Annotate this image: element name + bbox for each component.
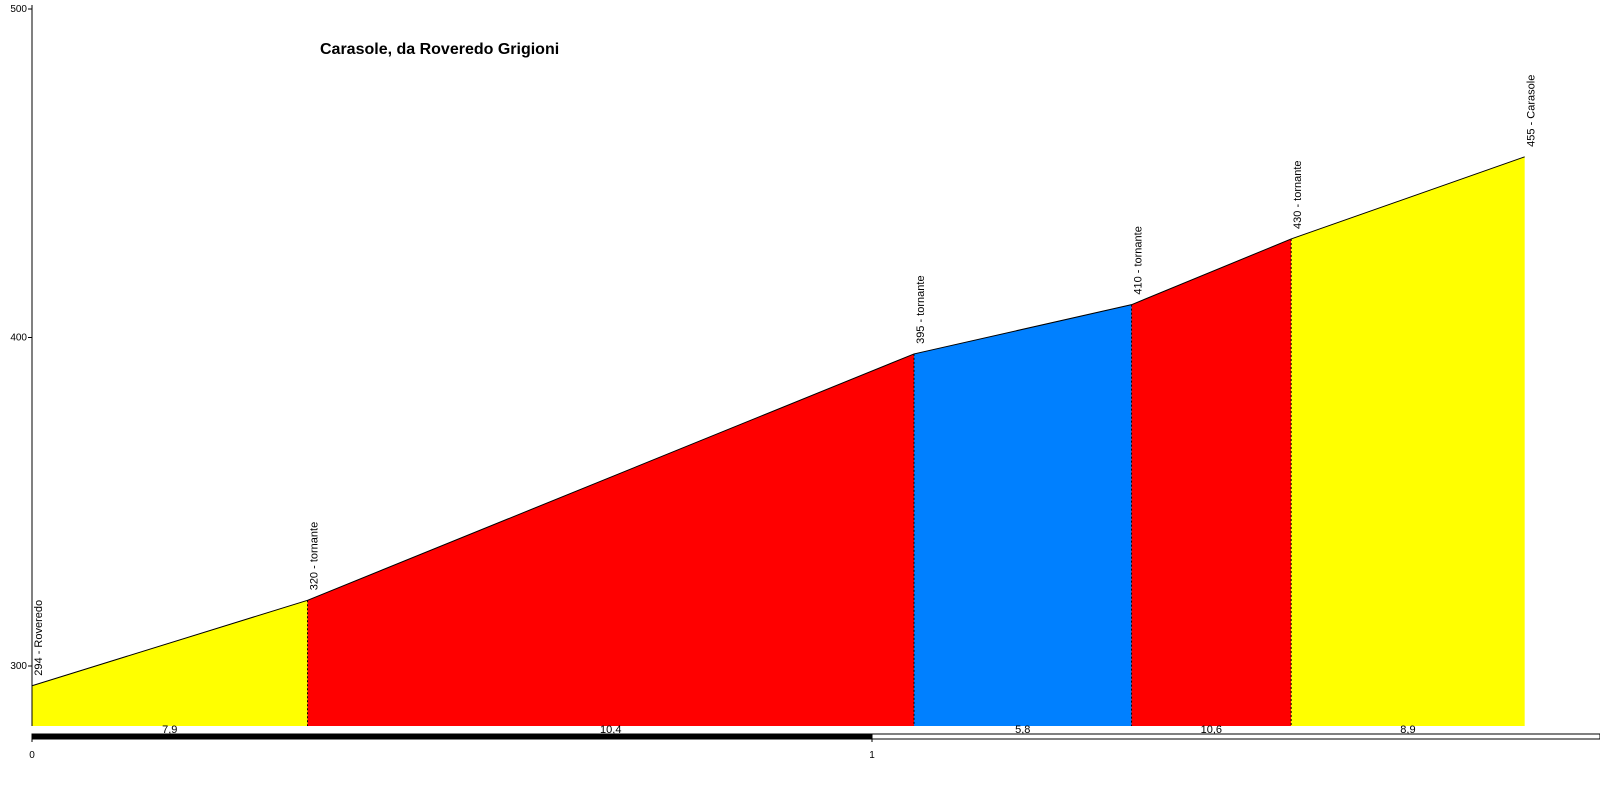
x-tick-label-1: 1 [869,750,875,761]
profile-line-group [31,156,1525,687]
gradient-label-1: 7,9 [162,724,177,736]
gradient-labels: 7,9 10,4 5,8 10,6 8,9 [162,724,1415,736]
chart-title: Carasole, da Roveredo Grigioni [320,41,559,58]
point-label-6: 455 - Carasole [1526,75,1538,147]
segment-area-2 [307,353,914,726]
segment-areas [32,156,1525,726]
distance-bar-km-0 [31,733,873,740]
gradient-label-4: 10,6 [1201,724,1222,736]
point-label-2: 320 - tornante [309,522,321,591]
y-tick-label-500: 500 [10,4,27,15]
point-label-3: 395 - tornante [915,275,927,344]
gradient-label-2: 10,4 [600,724,621,736]
gradient-label-3: 5,8 [1015,724,1030,736]
point-label-4: 410 - tornante [1133,226,1145,295]
point-label-5: 430 - tornante [1292,160,1304,229]
gradient-label-5: 8,9 [1400,724,1415,736]
axes: 300 400 500 0 1 [10,4,1600,761]
point-labels: 294 - Roveredo 320 - tornante 395 - tornan… [33,75,1538,676]
y-tick-label-300: 300 [10,661,27,672]
profile-line [31,156,1525,687]
point-label-1: 294 - Roveredo [33,600,45,676]
segment-area-4 [1131,238,1292,726]
segment-area-3 [914,304,1132,726]
x-tick-label-0: 0 [29,750,35,761]
distance-bar-km-1 [871,733,1600,740]
segment-dividers [307,238,1292,726]
y-tick-label-400: 400 [10,333,27,344]
segment-area-1 [32,600,308,726]
segment-area-5 [1291,156,1525,726]
